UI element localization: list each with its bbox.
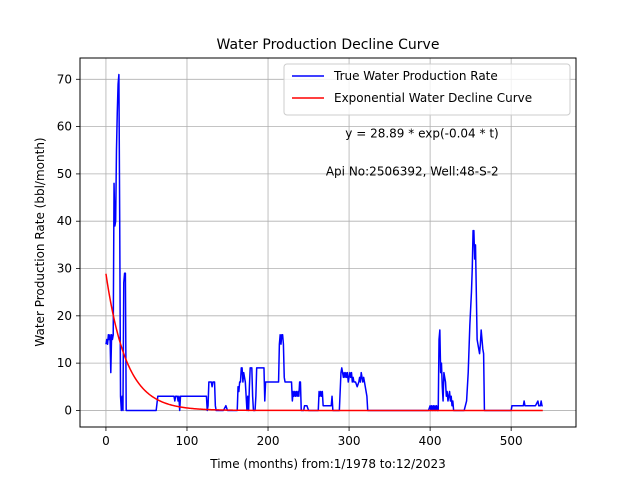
x-axis-ticks: 0 100 200 300 400 500 (102, 427, 523, 448)
equation-annotation: y = 28.89 * exp(-0.04 * t) (345, 127, 498, 141)
x-tick-label: 200 (257, 434, 280, 448)
x-tick-label: 500 (500, 434, 523, 448)
plot-area-frame (79, 57, 577, 428)
x-tick-label: 300 (338, 434, 361, 448)
y-tick-label: 0 (64, 403, 72, 417)
y-axis-ticks: 0 10 20 30 40 50 60 70 (57, 72, 80, 417)
true-rate-line (105, 73, 543, 412)
x-axis-label: Time (months) from:1/1978 to:12/2023 (209, 457, 446, 471)
y-tick-label: 40 (57, 214, 72, 228)
y-tick-label: 50 (57, 167, 72, 181)
well-info-annotation: Api No:2506392, Well:48-S-2 (326, 165, 499, 179)
exponential-fit-line (105, 273, 543, 412)
legend-box (283, 63, 571, 116)
y-tick-label: 30 (57, 262, 72, 276)
legend-label-exponential: Exponential Water Decline Curve (334, 91, 532, 105)
x-tick-label: 100 (176, 434, 199, 448)
annotations: y = 28.89 * exp(-0.04 * t) Api No:250639… (326, 127, 499, 179)
chart-title: Water Production Decline Curve (217, 37, 440, 53)
legend-label-true-rate: True Water Production Rate (333, 69, 498, 83)
legend: True Water Production Rate Exponential W… (283, 63, 571, 116)
y-tick-label: 60 (57, 120, 72, 134)
y-tick-label: 70 (57, 72, 72, 86)
y-tick-label: 10 (57, 356, 72, 370)
series-layer (105, 73, 543, 412)
y-tick-label: 20 (57, 309, 72, 323)
x-tick-label: 400 (419, 434, 442, 448)
x-tick-label: 0 (102, 434, 110, 448)
y-axis-label: Water Production Rate (bbl/month) (33, 137, 47, 346)
